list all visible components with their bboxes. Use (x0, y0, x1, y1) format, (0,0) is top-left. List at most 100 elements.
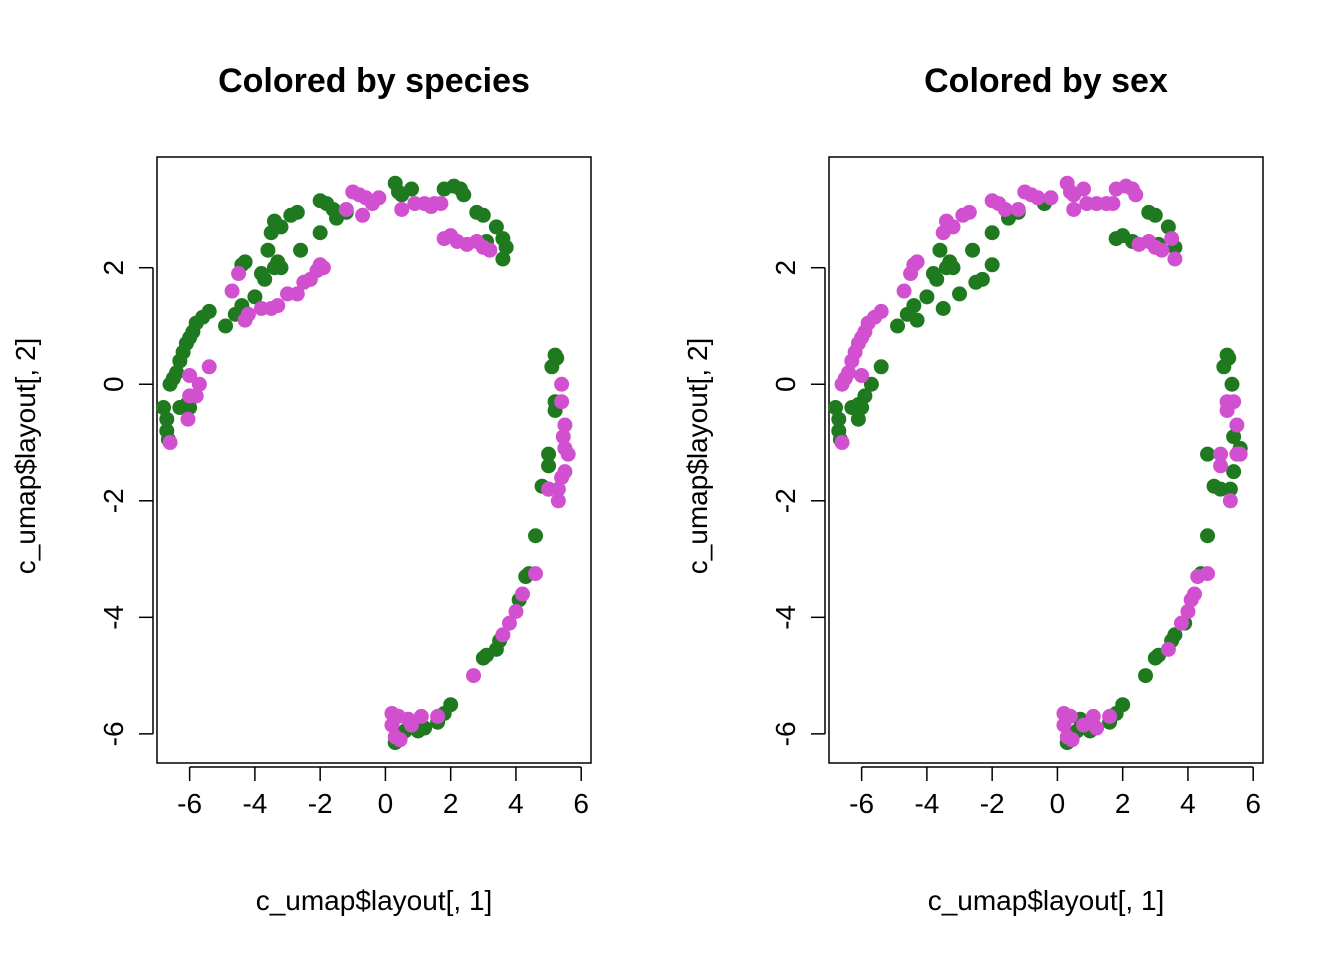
scatter-point (834, 435, 850, 451)
scatter-point (1183, 592, 1199, 608)
scatter-point (935, 301, 951, 316)
scatter-point (554, 469, 570, 485)
x-tick-label: 4 (508, 788, 524, 819)
scatter-point (1030, 190, 1046, 206)
scatter-point (482, 242, 498, 258)
y-tick-label: 0 (98, 376, 129, 392)
scatter-point (557, 417, 573, 433)
x-tick-label: -2 (980, 788, 1005, 819)
scatter-point (929, 271, 945, 287)
scatter-point (1043, 190, 1059, 206)
scatter-point (1167, 251, 1183, 267)
scatter-point (555, 429, 571, 445)
scatter-point (863, 376, 879, 392)
scatter-point (550, 493, 566, 509)
scatter-point (961, 204, 977, 220)
scatter-point (1200, 528, 1216, 544)
scatter-point (182, 368, 198, 384)
x-tick-label: -2 (308, 788, 333, 819)
scatter-point (945, 260, 961, 276)
scatter-point (554, 394, 570, 410)
x-tick-label: 4 (1180, 788, 1196, 819)
scatter-point (841, 365, 857, 381)
y-tick-label: 2 (770, 260, 801, 276)
scatter-point (909, 312, 925, 328)
y-axis-label: c_umap$layout[, 2] (682, 338, 713, 575)
x-tick-label: 0 (378, 788, 394, 819)
scatter-point (495, 251, 511, 267)
chart-panel-2: Colored by sex -6 -4 -2 0 2 4 6 c_umap$layout[, … (682, 62, 1264, 916)
y-tick-label: -4 (770, 605, 801, 630)
scatter-point (169, 365, 185, 381)
scatter-point (384, 705, 400, 721)
scatter-point (224, 283, 240, 299)
scatter-point (430, 708, 446, 724)
x-tick-label: -4 (914, 788, 939, 819)
y-tick-label: -6 (770, 721, 801, 746)
chart-title: Colored by species (218, 62, 530, 100)
scatter-point (1056, 717, 1072, 733)
scatter-point (475, 207, 491, 223)
scatter-point (247, 289, 263, 305)
scatter-point (1224, 376, 1240, 392)
scatter-point (541, 481, 557, 497)
scatter-point (528, 528, 544, 544)
scatter-point (965, 242, 981, 258)
scatter-point (293, 242, 309, 258)
scatter-point (501, 615, 517, 631)
series-1 (156, 175, 565, 751)
scatter-point (488, 219, 504, 235)
scatter-point (312, 225, 328, 241)
scatter-point (984, 257, 1000, 273)
scatter-point (404, 181, 420, 197)
plot-frame (828, 156, 1264, 764)
scatter-point (475, 650, 491, 666)
scatter-point (1200, 446, 1216, 462)
scatter-point (549, 350, 565, 366)
scatter-point (162, 435, 178, 451)
scatter-point (1105, 196, 1121, 212)
scatter-point (338, 201, 354, 217)
scatter-point (508, 604, 524, 619)
scatter-point (1076, 717, 1092, 733)
x-tick-label: 2 (1115, 788, 1131, 819)
scatter-point (1226, 394, 1242, 410)
scatter-point (514, 586, 530, 602)
scatter-point (1164, 231, 1180, 247)
scatter-point (541, 446, 557, 462)
scatter-point (404, 717, 420, 733)
scatter-point (1066, 201, 1082, 217)
scatter-point (1138, 668, 1154, 684)
scatter-point (906, 298, 922, 314)
scatter-point (1010, 201, 1026, 217)
scatter-point (456, 187, 472, 203)
scatter-point (180, 411, 196, 427)
scatter-point (854, 368, 870, 384)
scatter-point (433, 196, 449, 212)
scatter-point (218, 318, 234, 334)
scatter-point (289, 204, 305, 220)
scatter-point (919, 289, 935, 305)
scatter-point (1154, 242, 1170, 258)
scatter-point (1064, 732, 1080, 748)
scatter-point (188, 388, 204, 404)
scatter-point (273, 260, 289, 276)
y-tick-label: 0 (770, 376, 801, 392)
scatter-point (413, 708, 429, 724)
scatter-point (1076, 181, 1092, 197)
y-tick-label: -4 (98, 605, 129, 630)
scatter-point (364, 196, 380, 212)
y-tick-label: -2 (98, 488, 129, 513)
scatter-point (159, 411, 175, 427)
scatter-point (201, 303, 217, 319)
plot-frame (156, 156, 592, 764)
scatter-point (156, 400, 172, 416)
scatter-point (554, 376, 570, 392)
x-axis-label: c_umap$layout[, 1] (928, 885, 1165, 916)
x-tick-label: 6 (573, 788, 589, 819)
scatter-point (854, 400, 870, 416)
scatter-point (1089, 720, 1105, 736)
scatter-point (984, 225, 1000, 241)
scatter-point (273, 219, 289, 235)
scatter-point (1147, 650, 1163, 666)
